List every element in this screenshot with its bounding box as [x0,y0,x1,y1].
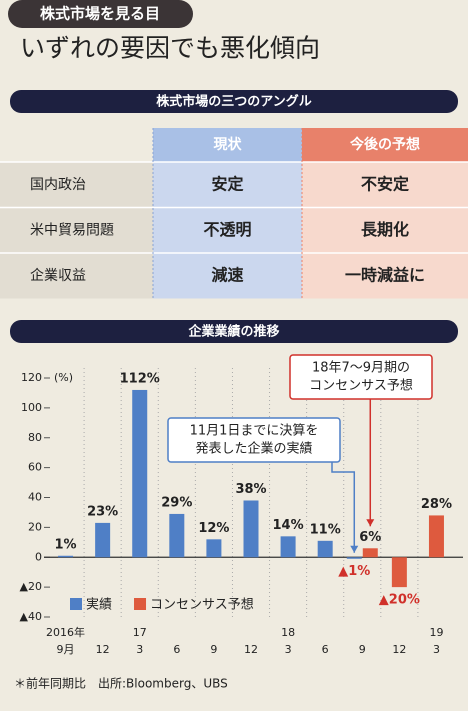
callout-text: 発表した企業の実績 [195,441,312,457]
cell-bg [302,162,468,208]
callout-arrow [331,462,356,553]
cell: 一時減益に [345,266,425,285]
bar [391,557,407,588]
cell: 不透明 [203,220,251,239]
x-tick-label: 12 [244,643,258,656]
x-tick-label: 6 [322,643,329,656]
title: いずれの要因でも悪化傾向 [20,34,320,63]
bar [132,389,148,558]
section-bar [10,90,458,113]
data-label: 6% [359,530,381,545]
legend-swatch [134,598,147,610]
x-tick-label: 3 [136,643,143,656]
bar [428,515,444,558]
callout-arrowhead [350,545,359,553]
y-tick-label: 120 [21,371,42,384]
y-tick-label: ▲20 [20,580,42,593]
bar [95,522,111,558]
callout-text: 11月1日までに決算を [190,424,319,439]
callout-text: 18年7～9月期の [312,361,410,376]
row-label-bg [0,162,153,208]
y-tick-label: 60 [28,461,42,474]
data-label: 38% [235,482,266,497]
cell-bg [153,253,302,299]
column-header: 今後の予想 [349,136,420,153]
bar [346,557,362,559]
x-year-label: 2016年 [46,625,85,639]
table-header-bg [153,128,302,162]
data-label: 1% [55,537,77,552]
legend-swatch [70,598,82,610]
bar [280,536,296,558]
callout-text: コンセンサス予想 [309,378,413,394]
callout-arrowhead [366,519,375,527]
x-tick-label: 3 [285,643,292,656]
x-year-label: 18 [281,626,295,639]
cell: 不安定 [361,175,409,194]
x-tick-label: 9 [210,643,217,656]
y-tick-label: 40 [28,491,42,504]
row-label: 企業収益 [30,267,86,284]
x-year-label: 17 [133,626,147,639]
y-tick-label: 100 [21,401,42,414]
cell: 減速 [211,266,243,285]
bar [243,500,259,558]
cell: 長期化 [361,220,409,239]
row-label: 米中貿易問題 [30,223,114,239]
y-tick-label: 20 [28,520,42,533]
data-label: 23% [87,504,118,519]
data-label: 14% [273,518,304,533]
y-tick-label: 0 [35,550,42,563]
x-tick-label: 9 [359,643,366,656]
column-header: 現状 [214,136,243,153]
x-tick-label: 12 [96,643,110,656]
data-label: ▲1% [338,564,370,579]
data-label: 28% [421,497,452,512]
row-label: 国内政治 [30,177,86,193]
callout-box [289,354,433,400]
section-bar [10,320,458,343]
cell-bg [153,207,302,253]
bar [362,548,378,558]
x-tick-label: 12 [392,643,406,656]
legend-label: 実績 [86,597,112,613]
data-label: 11% [310,522,341,537]
section-title: 株式市場の三つのアングル [156,94,311,110]
y-tick-label: 80 [28,431,42,444]
data-label: 12% [198,521,229,536]
tag: 株式市場を見る目 [40,5,160,23]
callout-box [167,417,341,463]
cell-bg [153,162,302,208]
cell-bg [302,207,468,253]
data-label: 29% [161,495,192,510]
row-label-bg [0,207,153,253]
x-tick-label: 3 [433,643,440,656]
data-label: 112% [120,371,160,386]
bar [317,540,333,558]
bar [169,513,185,558]
section-title: 企業業績の推移 [187,324,279,340]
data-label: ▲20% [379,593,420,608]
cell: 安定 [211,175,243,194]
x-year-label: 19 [429,626,443,639]
y-tick-label: ▲40 [20,610,42,623]
legend-label: コンセンサス予想 [150,597,254,613]
footnote: ＊前年同期比 出所:Bloomberg、UBS [14,676,228,691]
x-tick-label: 9月 [57,643,75,656]
y-unit: (%) [54,371,73,384]
bar [58,555,74,558]
tag-box [8,0,193,28]
bar [206,539,222,558]
cell-bg [302,253,468,299]
x-tick-label: 6 [173,643,180,656]
table-header-bg [302,128,468,162]
row-label-bg [0,253,153,299]
